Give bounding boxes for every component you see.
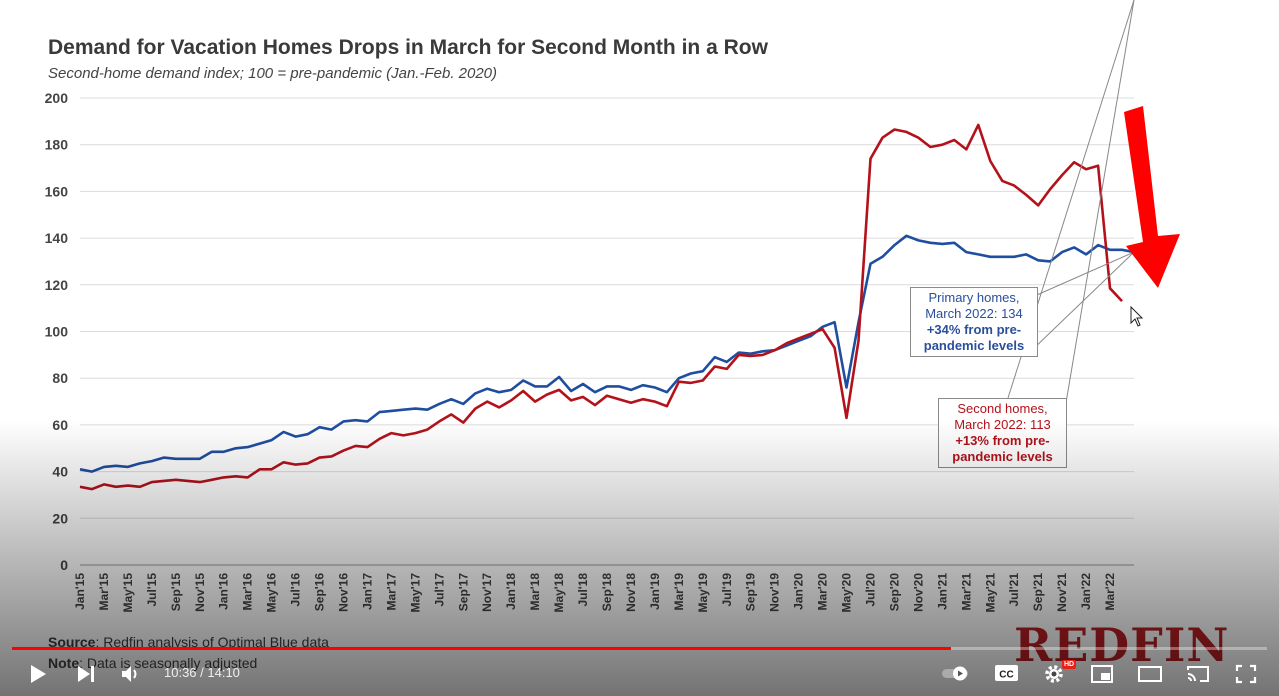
volume-icon[interactable] xyxy=(120,664,142,684)
y-tick-label: 160 xyxy=(45,183,69,199)
x-tick-label: May'19 xyxy=(696,573,710,613)
y-tick-label: 20 xyxy=(52,510,68,526)
miniplayer-icon[interactable] xyxy=(1090,664,1114,684)
x-tick-label: Jan'15 xyxy=(73,573,87,610)
y-tick-label: 100 xyxy=(45,324,69,340)
x-tick-label: Nov'19 xyxy=(768,573,782,612)
chart-title: Demand for Vacation Homes Drops in March… xyxy=(48,36,768,59)
x-tick-label: Jul'15 xyxy=(145,573,159,607)
y-tick-label: 80 xyxy=(52,370,68,386)
second-callout-bold1: +13% from pre- xyxy=(955,433,1050,448)
y-tick-label: 40 xyxy=(52,464,68,480)
y-tick-label: 120 xyxy=(45,277,69,293)
note-footnote: Note: Data is seasonally adjusted xyxy=(48,655,257,671)
x-tick-label: Sep'18 xyxy=(600,573,614,612)
x-tick-label: Jan'19 xyxy=(648,573,662,610)
settings-icon[interactable] xyxy=(1043,663,1065,685)
mouse-cursor-icon xyxy=(1130,305,1144,327)
x-tick-label: Nov'17 xyxy=(480,573,494,612)
x-tick-label: Nov'20 xyxy=(911,573,925,612)
x-tick-label: Mar'19 xyxy=(672,573,686,611)
captions-label: CC xyxy=(999,670,1013,681)
x-tick-label: Nov'21 xyxy=(1055,573,1069,612)
cast-icon[interactable] xyxy=(1185,664,1211,684)
x-tick-label: May'18 xyxy=(552,573,566,613)
second-callout-line2: March 2022: 113 xyxy=(954,417,1051,432)
primary-callout-bold1: +34% from pre- xyxy=(926,322,1022,337)
source-text: : Redfin analysis of Optimal Blue data xyxy=(95,634,329,650)
primary-callout-line1: Primary homes, xyxy=(928,290,1020,305)
x-tick-label: Jan'18 xyxy=(504,573,518,610)
autoplay-toggle-icon[interactable] xyxy=(940,664,972,682)
x-tick-label: Mar'20 xyxy=(816,573,830,611)
theater-icon[interactable] xyxy=(1137,664,1163,684)
x-tick-label: May'20 xyxy=(840,573,854,613)
chart-subtitle: Second-home demand index; 100 = pre-pand… xyxy=(48,65,498,82)
x-tick-label: Sep'17 xyxy=(456,573,470,612)
x-tick-label: Sep'15 xyxy=(169,573,183,612)
x-tick-label: Jan'20 xyxy=(792,573,806,610)
x-tick-label: Sep'20 xyxy=(887,573,901,612)
primary-leader-line xyxy=(1029,251,1135,353)
x-tick-label: Nov'15 xyxy=(193,573,207,612)
x-tick-label: Jul'21 xyxy=(1007,573,1021,607)
x-tick-label: Sep'16 xyxy=(313,573,327,612)
y-tick-label: 60 xyxy=(52,417,68,433)
x-tick-label: Jul'16 xyxy=(289,573,303,607)
x-tick-label: Jan'21 xyxy=(935,573,949,610)
y-tick-label: 140 xyxy=(45,230,69,246)
source-footnote: Source: Redfin analysis of Optimal Blue … xyxy=(48,634,329,650)
y-tick-label: 180 xyxy=(45,137,69,153)
y-tick-label: 200 xyxy=(45,90,69,106)
x-tick-label: Nov'18 xyxy=(624,573,638,612)
x-tick-label: Mar'22 xyxy=(1103,573,1117,611)
second-callout-bold2: pandemic levels xyxy=(952,449,1053,464)
x-tick-label: Jan'22 xyxy=(1079,573,1093,610)
red-arrow-annotation xyxy=(1124,106,1180,288)
primary-callout-bold2: pandemic levels xyxy=(923,338,1025,353)
primary-homes-callout: Primary homes, March 2022: 134 +34% from… xyxy=(910,287,1038,357)
y-tick-label: 0 xyxy=(60,557,68,573)
primary-callout-line2: March 2022: 134 xyxy=(925,306,1023,321)
x-tick-label: Jan'16 xyxy=(217,573,231,610)
second-leader-line xyxy=(1055,0,1135,463)
x-tick-label: Mar'15 xyxy=(97,573,111,611)
x-tick-label: May'16 xyxy=(265,573,279,613)
x-tick-label: Jan'17 xyxy=(360,573,374,610)
x-tick-label: May'17 xyxy=(408,573,422,613)
x-tick-label: Jul'17 xyxy=(432,573,446,607)
x-tick-label: Mar'17 xyxy=(384,573,398,611)
second-callout-line1: Second homes, xyxy=(957,401,1048,416)
x-tick-label: Mar'21 xyxy=(959,573,973,611)
primary-leader-line xyxy=(1029,251,1135,299)
x-tick-label: Jul'20 xyxy=(864,573,878,607)
hd-badge: HD xyxy=(1062,660,1077,669)
next-icon[interactable] xyxy=(76,664,98,684)
x-tick-label: Jul'18 xyxy=(576,573,590,607)
progress-bar-played xyxy=(12,647,951,650)
x-tick-label: May'21 xyxy=(983,573,997,613)
x-tick-label: Jul'19 xyxy=(720,573,734,607)
x-tick-label: Sep'19 xyxy=(744,573,758,612)
source-label: Source xyxy=(48,634,96,650)
progress-bar[interactable] xyxy=(12,647,1267,650)
captions-icon[interactable]: CC xyxy=(994,663,1020,683)
x-tick-label: Nov'16 xyxy=(337,573,351,612)
x-tick-label: Mar'16 xyxy=(241,573,255,611)
note-label: Note xyxy=(48,655,80,671)
play-icon[interactable] xyxy=(28,663,48,685)
note-text: : Data is seasonally adjusted xyxy=(79,655,258,671)
x-tick-label: May'15 xyxy=(121,573,135,613)
x-tick-label: Sep'21 xyxy=(1031,573,1045,612)
fullscreen-icon[interactable] xyxy=(1235,664,1257,684)
second-homes-callout: Second homes, March 2022: 113 +13% from … xyxy=(938,398,1067,468)
time-display: 10:36 / 14:10 xyxy=(164,665,240,680)
x-tick-label: Mar'18 xyxy=(528,573,542,611)
